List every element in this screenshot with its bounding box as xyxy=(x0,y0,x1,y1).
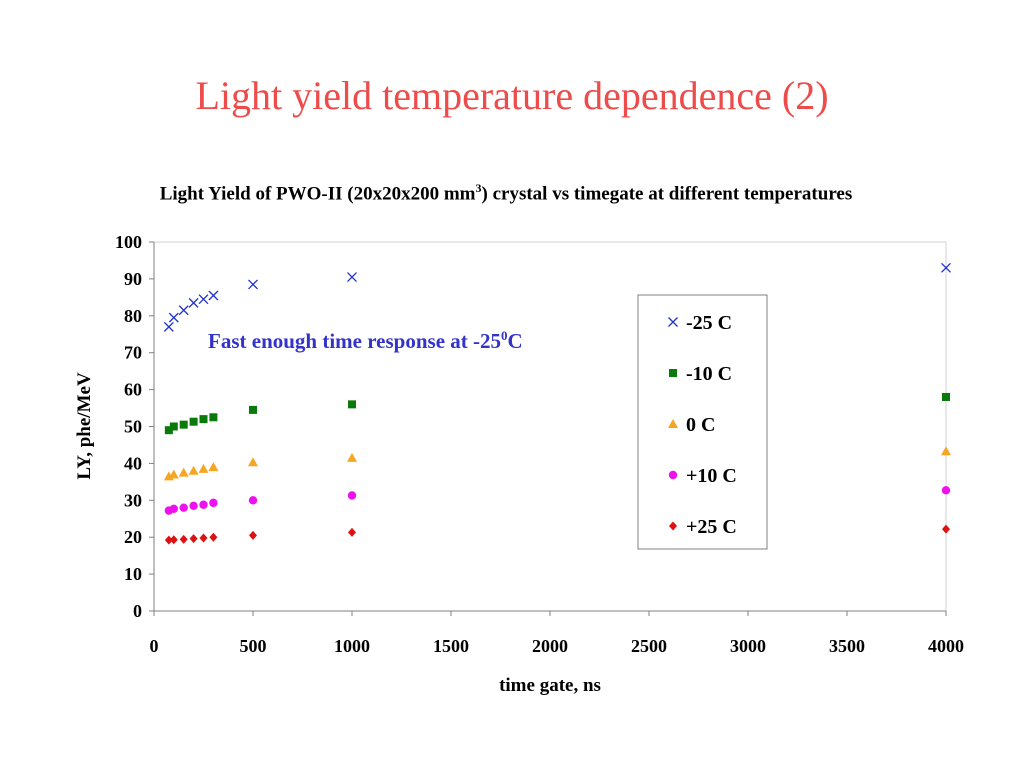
x-tick-label: 1000 xyxy=(334,636,370,656)
legend-marker xyxy=(668,470,678,480)
x-tick-label: 2000 xyxy=(532,636,568,656)
chart-title: Light Yield of PWO-II (20x20x200 mm3) cr… xyxy=(150,174,862,208)
x-tick-label: 4000 xyxy=(928,636,964,656)
data-point xyxy=(941,262,951,273)
data-point xyxy=(198,294,209,305)
data-point xyxy=(249,405,257,414)
y-tick-label: 30 xyxy=(124,490,142,510)
x-tick-label: 1500 xyxy=(433,636,469,656)
data-point xyxy=(178,467,189,477)
chart-title-superscript: 3 xyxy=(475,181,482,195)
data-point xyxy=(248,496,258,505)
data-point xyxy=(199,415,208,424)
y-tick-label: 50 xyxy=(124,417,142,437)
data-point xyxy=(941,486,951,495)
x-axis-ticks: 0 500 1000 1500 2000 2500 3000 3500 4000 xyxy=(150,611,964,656)
data-point xyxy=(209,532,218,542)
data-point xyxy=(169,504,178,513)
y-tick-label: 40 xyxy=(124,453,142,473)
data-point xyxy=(941,446,951,456)
annotation-superscript: 0 xyxy=(501,328,508,343)
data-point xyxy=(188,297,199,308)
data-point xyxy=(169,422,178,431)
legend: -25 C -10 C 0 C +10 C +25 C xyxy=(637,294,768,550)
legend-label: +25 C xyxy=(686,516,737,538)
data-point xyxy=(164,535,173,545)
data-point xyxy=(168,469,179,479)
data-point xyxy=(199,500,208,509)
y-tick-label: 20 xyxy=(124,527,142,547)
data-point xyxy=(169,535,178,545)
data-point xyxy=(248,279,258,290)
annotation-part1: Fast enough time response at -25 xyxy=(208,329,502,353)
x-tick-label: 500 xyxy=(240,636,267,656)
data-point xyxy=(347,272,357,283)
x-tick-label: 3500 xyxy=(829,636,865,656)
data-point xyxy=(249,530,257,540)
data-point xyxy=(208,462,219,472)
data-point xyxy=(164,426,173,435)
data-point xyxy=(208,290,219,301)
x-tick-label: 2500 xyxy=(631,636,667,656)
data-point xyxy=(163,321,174,332)
y-tick-label: 70 xyxy=(124,343,142,363)
legend-marker xyxy=(669,521,677,531)
chart-title-part1: Light Yield of PWO-II (20x20x200 mm xyxy=(159,183,476,205)
data-point xyxy=(199,533,208,543)
x-tick-label: 3000 xyxy=(730,636,766,656)
data-point xyxy=(179,503,188,512)
data-point xyxy=(179,534,188,544)
x-axis-label: time gate, ns xyxy=(499,675,601,696)
legend-box xyxy=(637,294,768,550)
data-point xyxy=(248,457,258,467)
data-point xyxy=(347,452,357,462)
x-tick-label: 0 xyxy=(150,636,159,656)
plot-area xyxy=(153,241,947,612)
data-point xyxy=(347,491,357,500)
data-point xyxy=(348,527,356,537)
data-point xyxy=(209,498,218,508)
chart-annotation: Fast enough time response at -250C xyxy=(208,328,523,354)
data-point xyxy=(348,400,356,409)
legend-label: +10 C xyxy=(686,465,737,487)
y-tick-label: 60 xyxy=(124,380,142,400)
data-point xyxy=(168,312,179,323)
data-point xyxy=(189,501,198,511)
annotation-part2: C xyxy=(507,329,523,353)
data-point xyxy=(942,524,950,534)
data-point xyxy=(209,413,218,422)
y-tick-label: 10 xyxy=(124,564,142,584)
legend-label: 0 C xyxy=(686,414,715,436)
data-point xyxy=(178,305,189,316)
chart-title-part2: ) crystal vs timegate at different tempe… xyxy=(481,183,853,205)
y-axis-label: LY, phe/MeV xyxy=(74,372,95,480)
data-point xyxy=(942,392,950,401)
slide-title: Light yield temperature dependence (2) xyxy=(195,73,829,118)
data-point xyxy=(189,417,198,426)
data-point xyxy=(198,463,209,473)
y-axis-ticks: 0 10 20 30 40 50 60 70 80 90 100 xyxy=(115,232,154,621)
legend-marker xyxy=(669,369,677,377)
legend-label: -10 C xyxy=(686,363,732,385)
y-tick-label: 80 xyxy=(124,306,142,326)
legend-marker xyxy=(668,419,678,428)
data-points xyxy=(163,262,951,545)
data-point xyxy=(179,420,188,429)
legend-marker xyxy=(668,317,678,327)
y-tick-label: 90 xyxy=(124,269,142,289)
legend-items: -25 C -10 C 0 C +10 C +25 C xyxy=(668,312,737,538)
y-tick-label: 100 xyxy=(115,232,142,252)
y-tick-label: 0 xyxy=(133,601,142,621)
data-point xyxy=(188,465,199,475)
data-point xyxy=(189,534,198,544)
legend-label: -25 C xyxy=(686,312,732,334)
